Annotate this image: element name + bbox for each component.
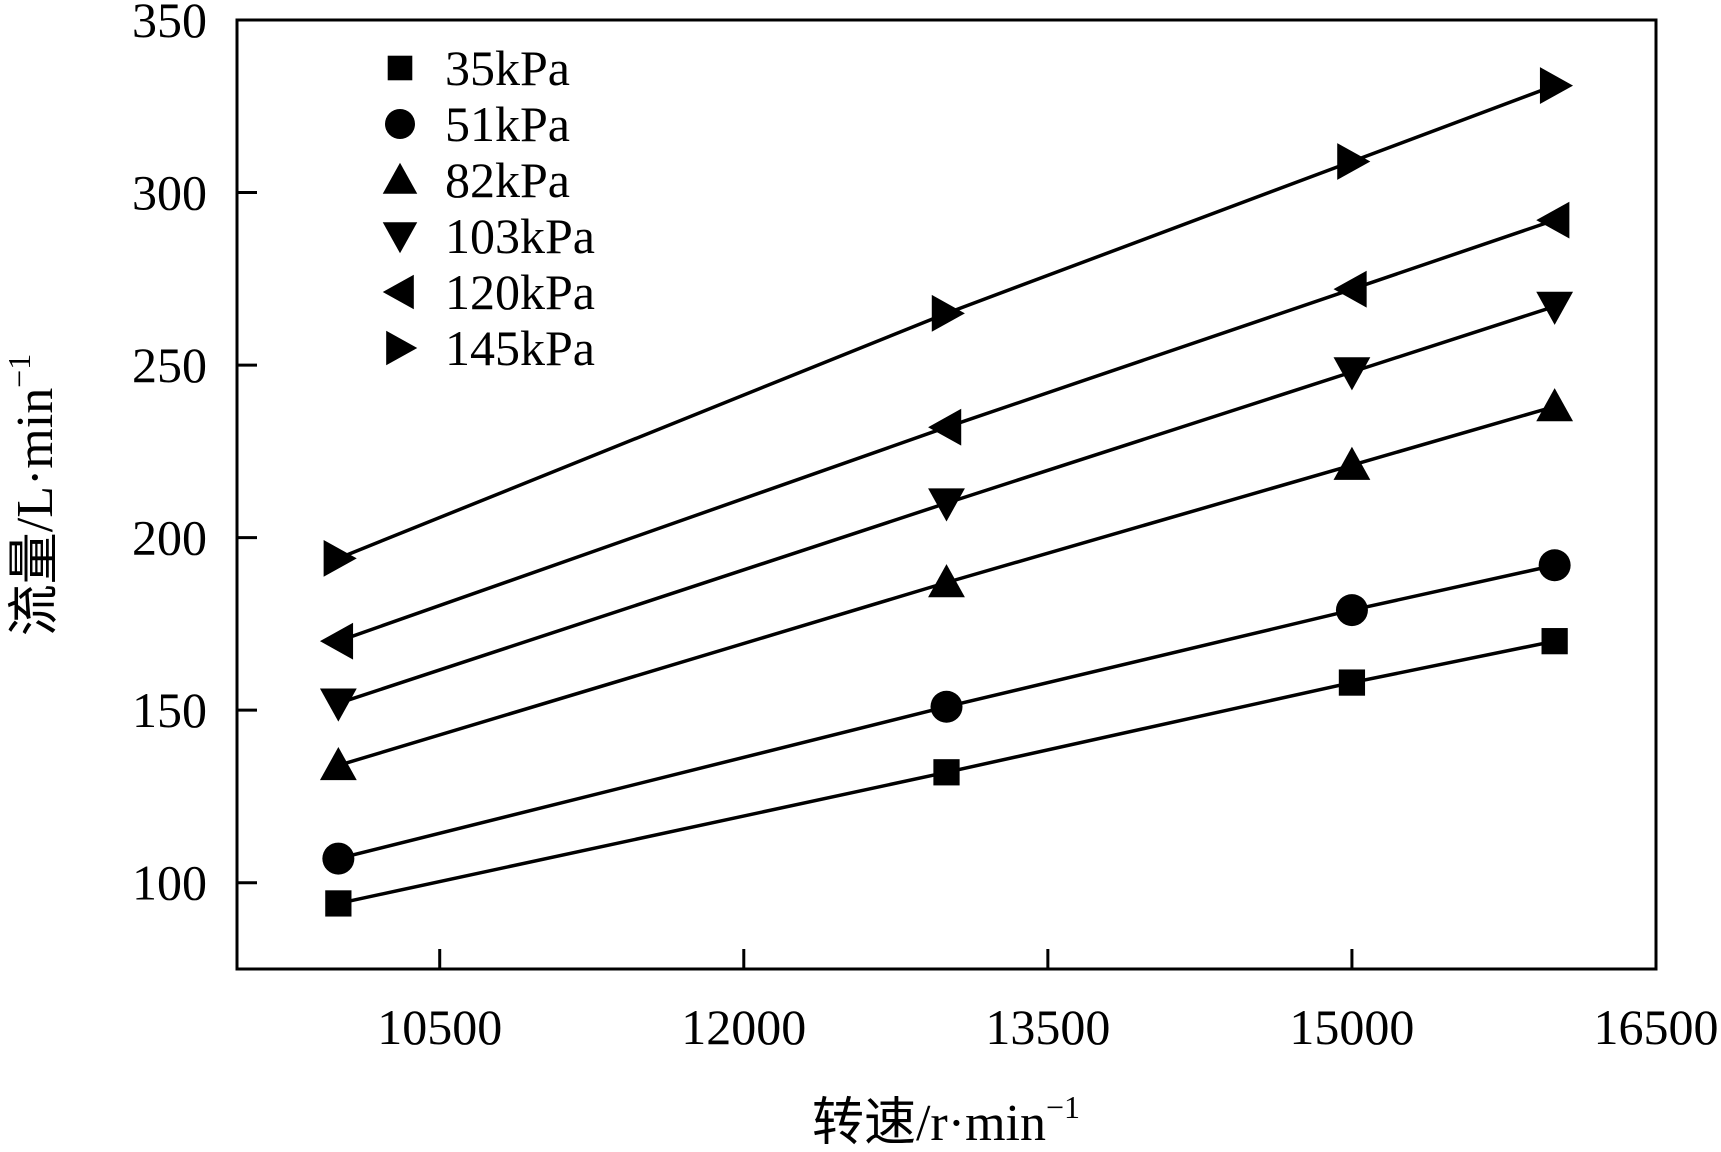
series-line — [337, 304, 1556, 705]
plot-frame — [235, 18, 1658, 971]
legend-marker-triangle-up — [382, 162, 418, 194]
data-point-triangle-up — [319, 746, 357, 781]
series-82kPa — [319, 388, 1574, 781]
x-axis-ticks: 10500 12000 13500 15000 16500 — [377, 949, 1719, 1055]
data-point-triangle-down — [928, 488, 965, 522]
legend-marker-triangle-left — [382, 274, 414, 310]
series-line — [337, 404, 1556, 768]
series-line — [337, 83, 1556, 560]
y-tick-label: 200 — [132, 510, 207, 566]
data-point-circle — [322, 842, 355, 875]
y-tick-label: 150 — [132, 682, 207, 738]
data-point-square — [1541, 628, 1568, 655]
legend-label: 35kPa — [445, 40, 570, 96]
data-point-triangle-up — [928, 564, 965, 598]
series-103kPa — [319, 291, 1574, 722]
series-line — [337, 563, 1556, 861]
data-point-triangle-left — [928, 408, 962, 446]
data-point-square — [325, 890, 352, 917]
data-point-triangle-down — [319, 688, 357, 722]
x-tick-label: 15000 — [1289, 999, 1414, 1055]
legend-label: 145kPa — [445, 320, 595, 376]
data-point-triangle-down — [1333, 357, 1371, 391]
data-point-triangle-left — [1333, 270, 1367, 308]
y-tick-label: 300 — [132, 165, 207, 221]
data-point-circle — [1538, 549, 1571, 582]
data-point-triangle-right — [1337, 143, 1371, 180]
legend-marker-circle — [385, 109, 415, 139]
legend-marker-square — [387, 55, 413, 81]
data-point-square — [933, 759, 960, 786]
data-point-triangle-up — [1536, 388, 1574, 422]
x-axis-title: 转速/r·min−1 — [812, 1089, 1080, 1152]
series-line — [337, 218, 1556, 643]
y-tick-label: 250 — [132, 337, 207, 393]
data-point-triangle-left — [319, 622, 354, 660]
x-tick-label: 16500 — [1594, 999, 1719, 1055]
y-axis-title: 流量/L·min−1 — [1, 354, 64, 636]
legend-marker-triangle-down — [382, 222, 418, 254]
legend-label: 103kPa — [445, 208, 595, 264]
x-tick-label: 13500 — [985, 999, 1110, 1055]
series-120kPa — [319, 201, 1570, 660]
data-point-triangle-left — [1536, 201, 1570, 239]
data-point-triangle-right — [323, 539, 357, 577]
data-point-square — [1338, 669, 1366, 696]
series-145kPa — [323, 67, 1574, 577]
data-point-triangle-up — [1333, 446, 1371, 480]
legend-marker-triangle-right — [386, 330, 418, 366]
legend-label: 51kPa — [445, 96, 570, 152]
data-point-circle — [1335, 594, 1368, 627]
y-tick-label: 350 — [132, 0, 207, 48]
series-51kPa — [322, 549, 1571, 875]
data-point-circle — [930, 690, 963, 723]
series-35kPa — [325, 628, 1568, 917]
y-axis-ticks: 100 150 200 250 300 350 — [132, 0, 257, 911]
legend-label: 82kPa — [445, 152, 570, 208]
series-layer — [319, 67, 1574, 917]
y-tick-label: 100 — [132, 855, 207, 911]
data-point-triangle-right — [931, 294, 965, 332]
data-point-triangle-right — [1539, 67, 1574, 104]
x-tick-label: 10500 — [377, 999, 502, 1055]
x-tick-label: 12000 — [681, 999, 806, 1055]
legend-label: 120kPa — [445, 264, 595, 320]
series-line — [337, 639, 1555, 906]
data-point-triangle-down — [1536, 291, 1574, 325]
